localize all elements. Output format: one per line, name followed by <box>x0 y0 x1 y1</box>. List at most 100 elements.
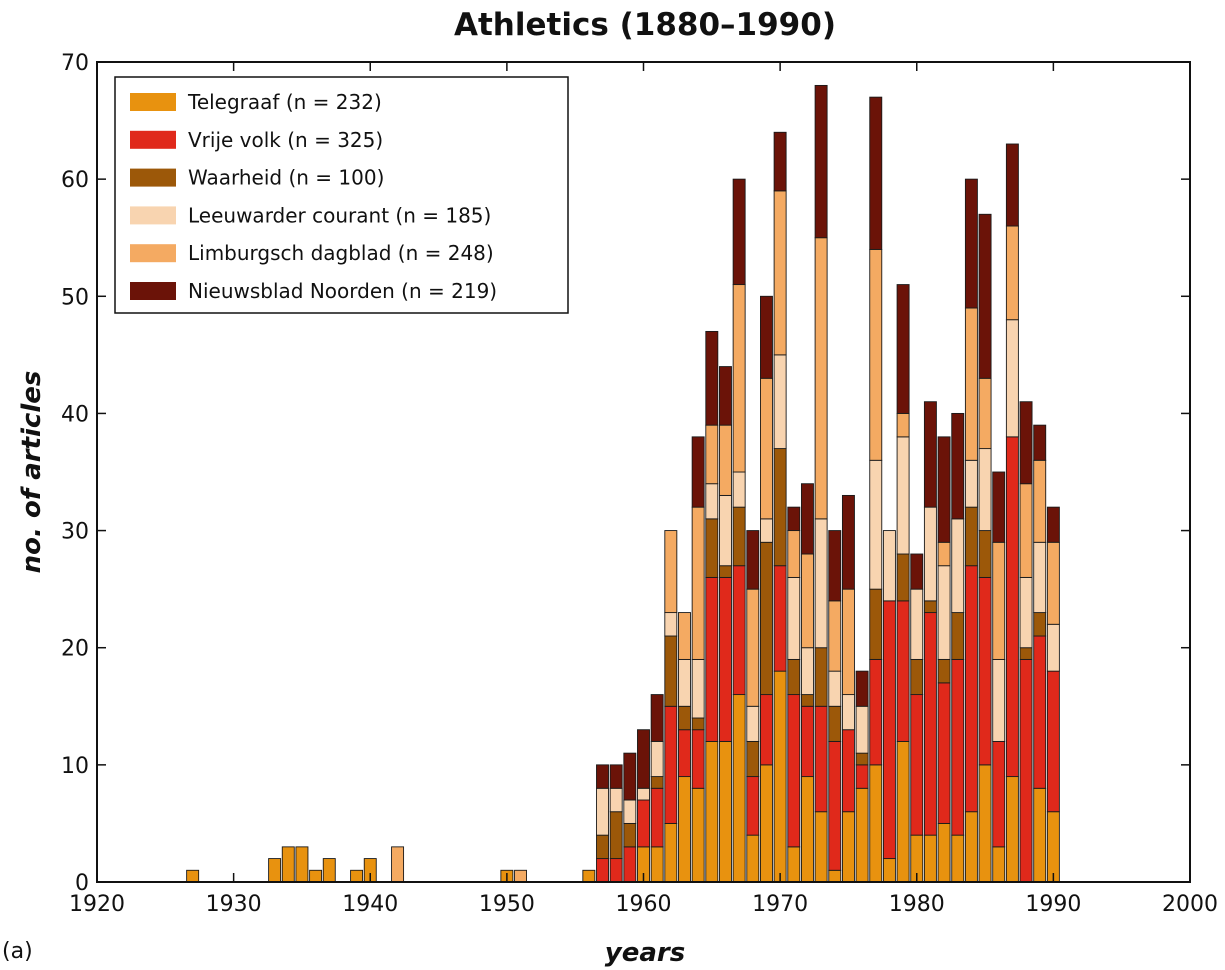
bar-segment-1981-series-3 <box>923 506 937 602</box>
bar-segment-1984-series-1 <box>964 565 978 813</box>
bar-segment-1977-series-0 <box>869 764 883 883</box>
bar-segment-1989-series-4 <box>1033 459 1047 543</box>
bar-segment-1969-series-1 <box>760 694 773 766</box>
bar-segment-1981-series-2 <box>923 600 937 614</box>
bar-segment-1980-series-3 <box>910 588 924 660</box>
bar-segment-1970-series-5 <box>773 131 787 192</box>
bar-segment-1969-series-4 <box>760 377 773 520</box>
bar-segment-1972-series-3 <box>800 647 814 696</box>
bar-segment-1936-series-0 <box>309 869 323 883</box>
bar-segment-1963-series-2 <box>678 705 691 731</box>
bar-segment-1933-series-0 <box>268 858 282 883</box>
x-tick-label: 1990 <box>1025 892 1081 917</box>
bar-segment-1964-series-1 <box>691 729 705 789</box>
legend-entry-0: Telegraaf (n = 232) <box>187 90 382 114</box>
bar-segment-1985-series-1 <box>978 576 992 766</box>
bar-segment-1973-series-1 <box>814 705 828 813</box>
bar-segment-1964-series-3 <box>691 658 705 719</box>
bar-segment-1957-series-3 <box>596 787 609 836</box>
bar-segment-1966-series-4 <box>719 424 732 496</box>
y-tick-label: 40 <box>61 402 89 427</box>
y-axis-label: no. of articles <box>17 371 47 574</box>
bar-segment-1951-series-4 <box>514 869 528 883</box>
bar-segment-1987-series-4 <box>1005 225 1019 321</box>
bar-segment-1977-series-5 <box>869 96 883 250</box>
bar-segment-1967-series-3 <box>732 471 746 508</box>
bar-segment-1965-series-1 <box>705 576 719 742</box>
bar-segment-1976-series-2 <box>855 752 869 766</box>
bar-segment-1967-series-1 <box>732 565 746 696</box>
bar-segment-1969-series-3 <box>760 518 773 543</box>
legend: Telegraaf (n = 232) Vrije volk (n = 325) W… <box>114 76 569 314</box>
bar-segment-1958-series-5 <box>609 764 623 789</box>
x-tick-label: 2000 <box>1162 892 1218 917</box>
x-tick-label: 1930 <box>206 892 262 917</box>
bar-segment-1983-series-5 <box>951 412 965 520</box>
bar-segment-1975-series-5 <box>841 494 855 590</box>
x-tick-label: 1960 <box>616 892 672 917</box>
y-tick-label: 10 <box>61 754 89 779</box>
bar-segment-1958-series-3 <box>609 787 623 813</box>
bar-segment-1967-series-2 <box>732 506 746 567</box>
bar-segment-1968-series-4 <box>746 588 760 707</box>
bar-segment-1939-series-0 <box>350 869 364 883</box>
y-tick-label: 30 <box>61 520 89 545</box>
bar-segment-1990-series-3 <box>1046 623 1060 672</box>
bar-segment-1979-series-1 <box>896 600 910 742</box>
bar-segment-1989-series-1 <box>1033 635 1047 789</box>
bar-segment-1967-series-5 <box>732 178 746 286</box>
bar-segment-1963-series-4 <box>678 612 691 660</box>
bar-segment-1959-series-3 <box>623 799 637 824</box>
bar-segment-1970-series-4 <box>773 190 787 356</box>
bar-segment-1962-series-3 <box>664 612 678 637</box>
bar-segment-1971-series-4 <box>787 530 801 578</box>
bar-segment-1973-series-5 <box>814 84 828 239</box>
bar-segment-1973-series-3 <box>814 518 828 649</box>
bar-segment-1934-series-0 <box>281 846 295 883</box>
bar-segment-1981-series-0 <box>923 834 937 883</box>
bar-segment-1978-series-0 <box>882 858 896 883</box>
bar-segment-1935-series-0 <box>295 846 309 883</box>
bar-segment-1962-series-2 <box>664 635 678 707</box>
bar-segment-1973-series-2 <box>814 647 828 707</box>
panel-label: (a) <box>2 939 33 964</box>
bar-segment-1969-series-5 <box>760 295 773 379</box>
bar-segment-1966-series-2 <box>719 565 732 578</box>
bar-segment-1974-series-4 <box>828 600 842 672</box>
bar-segment-1979-series-2 <box>896 553 910 602</box>
legend-entry-4: Limburgsch dagblad (n = 248) <box>188 241 494 265</box>
y-tick-label: 50 <box>61 285 89 310</box>
bar-segment-1986-series-1 <box>992 740 1006 848</box>
bar-segment-1959-series-2 <box>623 822 637 848</box>
y-tick-label: 20 <box>61 637 89 662</box>
bar-segment-1962-series-1 <box>664 705 678 824</box>
bar-segment-1967-series-0 <box>732 694 746 883</box>
bar-segment-1969-series-0 <box>760 764 773 883</box>
bar-segment-1990-series-5 <box>1046 506 1060 543</box>
legend-swatch-0 <box>130 93 176 111</box>
axis-ticks: 1920 1930 1940 1950 1960 1970 1980 1990 2000 0 10 2… <box>61 51 1218 917</box>
bar-segment-1965-series-2 <box>705 518 719 578</box>
bar-segment-1966-series-3 <box>719 494 732 567</box>
bar-segment-1974-series-5 <box>828 530 842 602</box>
bar-segment-1978-series-1 <box>882 600 896 860</box>
bar-segment-1966-series-0 <box>719 740 732 883</box>
bar-segment-1984-series-0 <box>964 811 978 883</box>
legend-entry-5: Nieuwsblad Noorden (n = 219) <box>188 279 497 303</box>
bar-segment-1927-series-0 <box>186 869 200 883</box>
bar-segment-1963-series-1 <box>678 729 691 778</box>
bar-segment-1961-series-0 <box>650 846 664 883</box>
bar-segment-1965-series-3 <box>705 483 719 520</box>
bar-segment-1986-series-5 <box>992 471 1006 543</box>
bar-segment-1969-series-2 <box>760 541 773 696</box>
bar-segment-1961-series-1 <box>650 787 664 848</box>
bar-segment-1964-series-2 <box>691 717 705 731</box>
bar-segment-1985-series-0 <box>978 764 992 883</box>
bar-segment-1977-series-1 <box>869 658 883 766</box>
bar-segment-1990-series-4 <box>1046 541 1060 625</box>
bar-segment-1982-series-5 <box>937 436 951 543</box>
bar-segment-1971-series-2 <box>787 658 801 696</box>
bar-segment-1957-series-2 <box>596 834 609 860</box>
bar-segment-1968-series-0 <box>746 834 760 883</box>
bar-segment-1959-series-1 <box>623 846 637 883</box>
